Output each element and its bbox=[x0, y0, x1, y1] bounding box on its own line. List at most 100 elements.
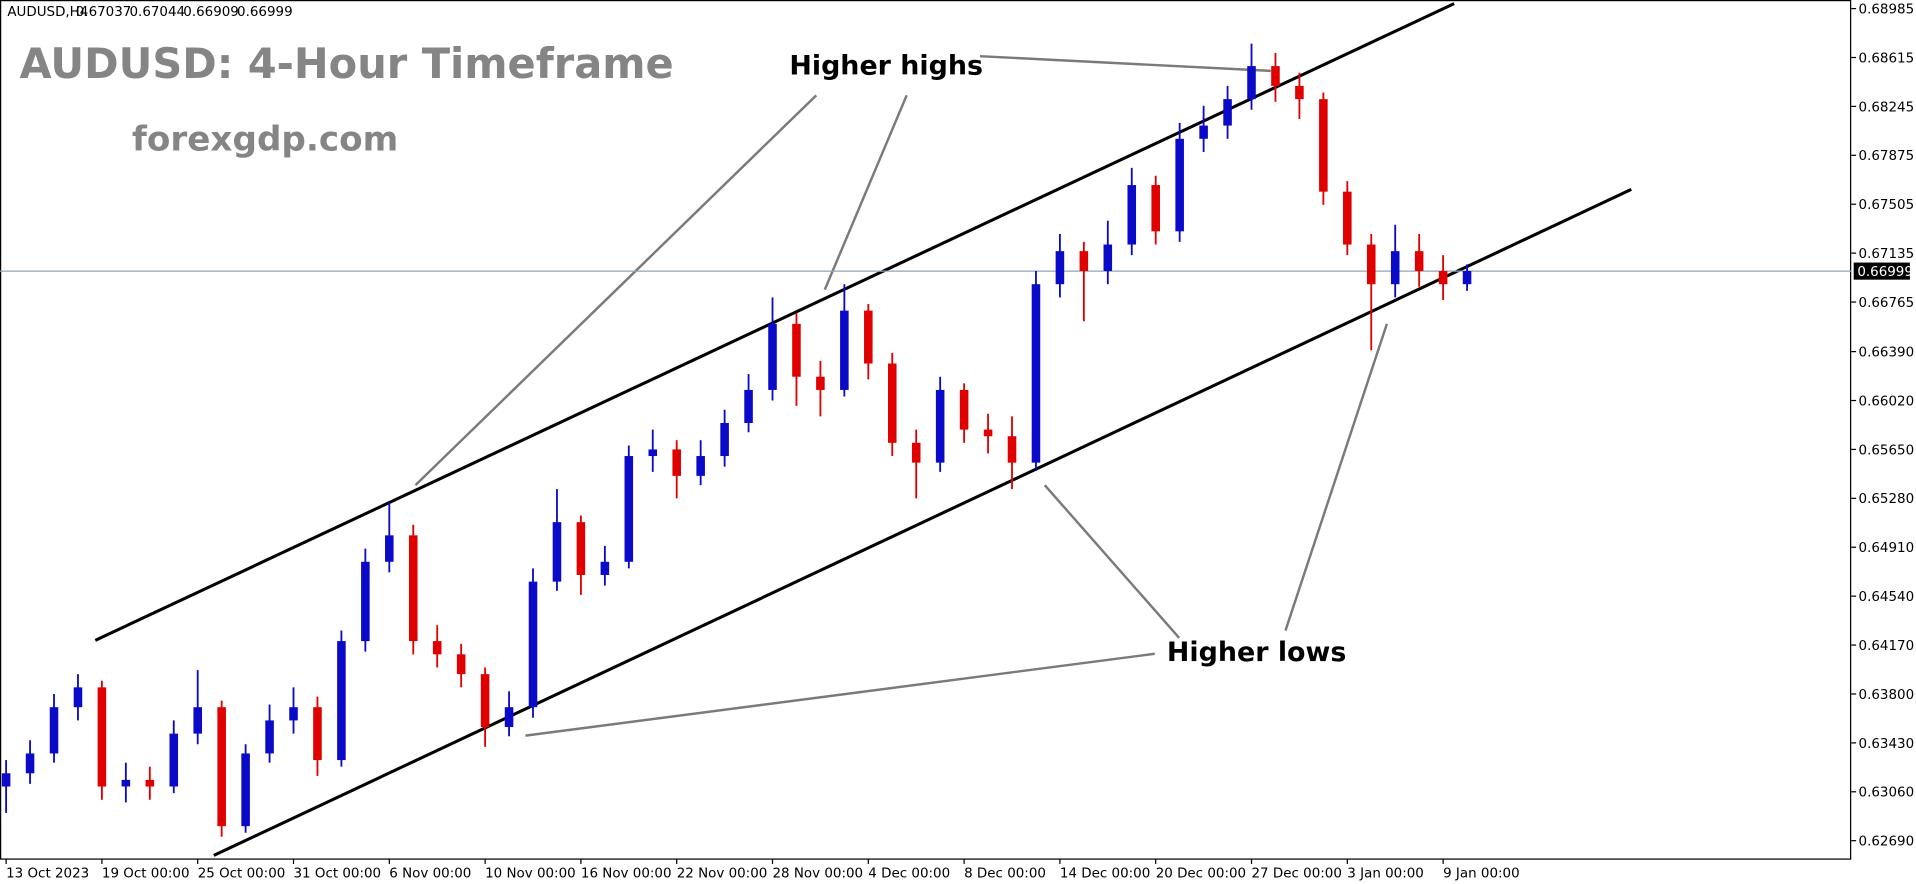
header-symbol: AUDUSD,H4 bbox=[7, 5, 88, 20]
candle-body bbox=[169, 733, 179, 787]
candle-body bbox=[217, 707, 226, 827]
x-tick-label: 28 Nov 00:00 bbox=[773, 866, 864, 881]
plot-frame bbox=[0, 0, 1852, 860]
candle-body bbox=[1151, 185, 1160, 232]
candle-body bbox=[624, 456, 634, 562]
header-value: 0.67037 bbox=[76, 5, 132, 20]
channel-lower bbox=[213, 188, 1632, 857]
x-tick-label: 27 Dec 00:00 bbox=[1252, 866, 1342, 881]
candle-body bbox=[1223, 99, 1232, 126]
candle-body bbox=[73, 687, 83, 708]
x-tick-label: 3 Jan 00:00 bbox=[1347, 866, 1424, 881]
y-tick-label: 0.66765 bbox=[1859, 296, 1915, 311]
pointer bbox=[525, 652, 1155, 737]
candle-body bbox=[1199, 125, 1208, 139]
candle-body bbox=[768, 323, 777, 390]
candle-body bbox=[480, 674, 490, 728]
candle-body bbox=[840, 310, 849, 390]
candle-body bbox=[385, 535, 394, 562]
candle-body bbox=[1390, 251, 1400, 285]
candle-body bbox=[1319, 99, 1328, 192]
candle-body bbox=[1414, 251, 1424, 271]
candle-body bbox=[1079, 251, 1089, 271]
candle-body bbox=[1462, 270, 1472, 285]
y-tick-label: 0.62690 bbox=[1859, 835, 1915, 850]
x-tick-label: 13 Oct 2023 bbox=[6, 866, 89, 881]
annotation: Higher highs bbox=[789, 51, 983, 82]
candle-body bbox=[1271, 66, 1280, 86]
header-value: 0.66999 bbox=[237, 5, 293, 20]
candle-body bbox=[1343, 191, 1352, 245]
y-tick-label: 0.64540 bbox=[1859, 590, 1915, 605]
candle-body bbox=[911, 442, 921, 463]
price-label-box bbox=[1853, 262, 1910, 280]
candle-body bbox=[935, 389, 945, 463]
candle-body bbox=[528, 581, 538, 708]
candle-body bbox=[121, 779, 131, 787]
chart-subtitle: forexgdp.com bbox=[132, 119, 398, 159]
pointer bbox=[1043, 484, 1181, 639]
candle-body bbox=[361, 561, 370, 642]
candle-body bbox=[25, 753, 35, 774]
candle-body bbox=[241, 753, 250, 827]
annotation: Higher lows bbox=[1167, 637, 1346, 668]
candle-body bbox=[97, 687, 107, 787]
candle-body bbox=[432, 641, 442, 655]
x-tick-label: 31 Oct 00:00 bbox=[294, 866, 382, 881]
candle-body bbox=[887, 363, 897, 443]
candle-body bbox=[744, 389, 753, 423]
candle-body bbox=[576, 522, 586, 576]
y-tick-label: 0.63430 bbox=[1859, 737, 1915, 752]
x-tick-label: 9 Jan 00:00 bbox=[1443, 866, 1520, 881]
candle-body bbox=[1055, 251, 1065, 285]
pointers bbox=[414, 54, 1389, 737]
header-value: 0.67044 bbox=[130, 5, 186, 20]
y-tick-label: 0.67135 bbox=[1859, 247, 1915, 262]
y-tick-label: 0.67875 bbox=[1859, 149, 1915, 164]
candle-body bbox=[289, 707, 298, 721]
y-tick-label: 0.63060 bbox=[1859, 786, 1915, 801]
candle-body bbox=[816, 376, 825, 390]
y-tick-label: 0.66390 bbox=[1859, 346, 1915, 361]
pointer bbox=[979, 54, 1271, 73]
candle-body bbox=[1366, 244, 1376, 285]
y-tick-label: 0.64910 bbox=[1859, 541, 1915, 556]
candle-body bbox=[552, 522, 562, 582]
pointer bbox=[823, 94, 908, 291]
candle-body bbox=[456, 654, 466, 675]
pointer bbox=[1284, 323, 1389, 631]
candle-body bbox=[959, 389, 969, 430]
x-tick-label: 10 Nov 00:00 bbox=[485, 866, 576, 881]
x-tick-label: 25 Oct 00:00 bbox=[198, 866, 286, 881]
candle-body bbox=[408, 535, 418, 642]
candle-body bbox=[1175, 138, 1184, 232]
price-label: 0.66999 bbox=[1857, 265, 1913, 280]
x-tick-label: 22 Nov 00:00 bbox=[677, 866, 768, 881]
candle-body bbox=[1247, 66, 1256, 100]
candle-body bbox=[1, 773, 11, 787]
x-tick-label: 4 Dec 00:00 bbox=[868, 866, 950, 881]
candle-body bbox=[864, 310, 873, 364]
candle-body bbox=[1031, 284, 1041, 463]
y-tick-label: 0.65280 bbox=[1859, 492, 1915, 507]
y-tick-label: 0.66020 bbox=[1859, 394, 1915, 409]
y-tick-label: 0.68985 bbox=[1859, 2, 1915, 17]
x-tick-label: 6 Nov 00:00 bbox=[389, 866, 471, 881]
candle-body bbox=[193, 707, 202, 734]
header-value: 0.66909 bbox=[183, 5, 239, 20]
candle-body bbox=[720, 422, 729, 457]
chart-title: AUDUSD: 4-Hour Timeframe bbox=[20, 39, 674, 88]
candle-body bbox=[1103, 244, 1113, 271]
x-tick-label: 16 Nov 00:00 bbox=[581, 866, 672, 881]
y-tick-label: 0.64170 bbox=[1859, 639, 1915, 654]
candle-body bbox=[49, 707, 59, 754]
candle-body bbox=[313, 707, 322, 761]
x-tick-label: 19 Oct 00:00 bbox=[102, 866, 190, 881]
y-tick-label: 0.68615 bbox=[1859, 51, 1915, 66]
pointer bbox=[414, 94, 818, 487]
y-tick-label: 0.68245 bbox=[1859, 100, 1915, 115]
y-tick-label: 0.63800 bbox=[1859, 688, 1915, 703]
candle-body bbox=[792, 323, 801, 377]
candle-body bbox=[648, 449, 658, 457]
